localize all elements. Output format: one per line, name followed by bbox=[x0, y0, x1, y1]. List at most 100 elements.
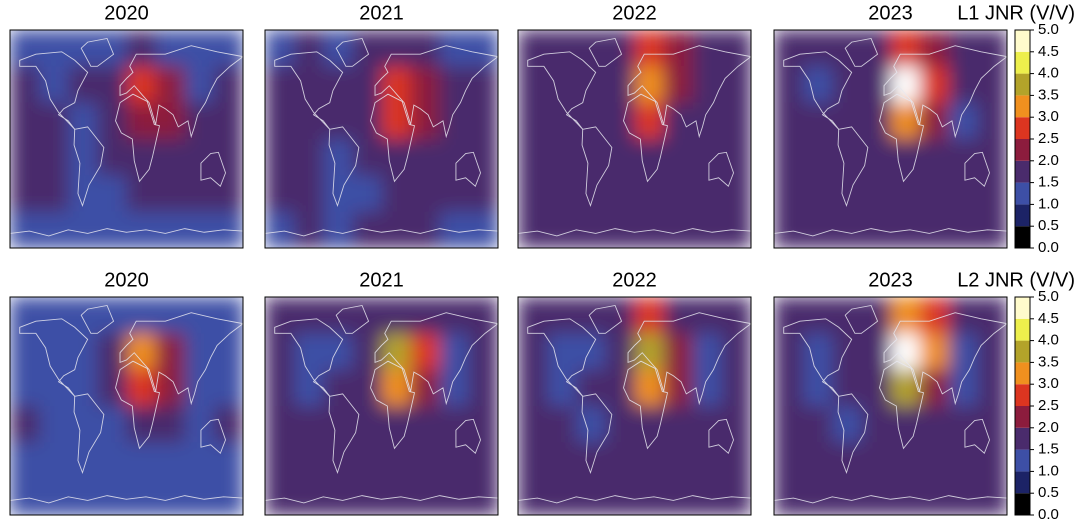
map-panel bbox=[774, 30, 1007, 248]
heat-cell bbox=[265, 478, 295, 515]
heat-cell bbox=[890, 139, 921, 176]
heat-cell bbox=[352, 175, 382, 213]
heat-cell bbox=[410, 442, 441, 480]
heat-cell bbox=[294, 406, 324, 443]
heat-cell bbox=[692, 478, 723, 515]
heat-cell bbox=[948, 139, 979, 176]
heat-cell bbox=[184, 333, 215, 371]
heat-cell bbox=[692, 211, 723, 248]
heat-cell bbox=[410, 369, 441, 407]
heat-cell bbox=[439, 139, 470, 176]
heat-cell bbox=[605, 175, 635, 213]
heat-cell bbox=[39, 333, 69, 371]
heat-cell bbox=[468, 442, 498, 480]
panel-title: 2022 bbox=[612, 2, 657, 24]
heat-cell bbox=[518, 139, 548, 176]
heat-cell bbox=[213, 442, 243, 480]
heat-cell bbox=[803, 175, 833, 213]
heat-cell bbox=[605, 66, 635, 104]
heat-cell bbox=[294, 139, 324, 176]
colorbar-tick-label: 1.0 bbox=[1038, 462, 1059, 479]
heat-cell bbox=[634, 30, 665, 67]
heat-cell bbox=[547, 297, 577, 334]
heat-cell bbox=[439, 369, 470, 407]
heat-cell bbox=[323, 478, 353, 515]
heat-cell bbox=[803, 66, 833, 104]
colorbar-tick-label: 0.5 bbox=[1038, 217, 1059, 234]
heat-cell bbox=[803, 333, 833, 371]
heat-cell bbox=[468, 102, 498, 140]
heat-cell bbox=[576, 478, 606, 515]
heat-cell bbox=[39, 297, 69, 334]
heat-cell bbox=[294, 30, 324, 67]
heat-cell bbox=[68, 442, 98, 480]
heat-cell bbox=[832, 139, 862, 176]
heat-cell bbox=[547, 175, 577, 213]
heat-cell bbox=[381, 211, 412, 248]
heat-cell bbox=[663, 333, 694, 371]
heat-cell bbox=[518, 211, 548, 248]
heat-cell bbox=[832, 297, 862, 334]
heat-cell bbox=[10, 30, 40, 67]
heat-cell bbox=[919, 442, 950, 480]
heat-cell bbox=[97, 297, 127, 334]
heat-cell bbox=[381, 139, 412, 176]
heat-cell bbox=[68, 333, 98, 371]
heat-cell bbox=[381, 478, 412, 515]
heat-cell bbox=[890, 175, 921, 213]
heat-cell bbox=[468, 66, 498, 104]
heat-cell bbox=[126, 333, 157, 371]
heatmap bbox=[10, 30, 243, 248]
colorbar-segment bbox=[1015, 73, 1030, 96]
heat-cell bbox=[410, 406, 441, 443]
heat-cell bbox=[155, 297, 186, 334]
colorbar-title: L1 JNR (V/V) bbox=[957, 2, 1075, 24]
heat-cell bbox=[774, 102, 804, 140]
colorbar-segment bbox=[1015, 318, 1030, 341]
heat-cell bbox=[692, 406, 723, 443]
heatmap bbox=[774, 297, 1007, 515]
heat-cell bbox=[774, 297, 804, 334]
heat-cell bbox=[155, 175, 186, 213]
heat-cell bbox=[518, 175, 548, 213]
colorbar-tick-label: 4.0 bbox=[1038, 65, 1059, 82]
heat-cell bbox=[663, 369, 694, 407]
colorbar-segment bbox=[1015, 30, 1030, 52]
heat-cell bbox=[294, 297, 324, 334]
heat-cell bbox=[890, 442, 921, 480]
heat-cell bbox=[381, 175, 412, 213]
heat-cell bbox=[803, 406, 833, 443]
heat-cell bbox=[634, 333, 665, 371]
panel-frame bbox=[517, 29, 752, 249]
heat-cell bbox=[294, 478, 324, 515]
panel-frame bbox=[9, 29, 244, 249]
heat-cell bbox=[977, 442, 1007, 480]
heat-cell bbox=[294, 442, 324, 480]
heat-cell bbox=[184, 442, 215, 480]
heat-cell bbox=[774, 333, 804, 371]
heat-cell bbox=[184, 66, 215, 104]
heat-cell bbox=[977, 139, 1007, 176]
heat-cell bbox=[721, 297, 751, 334]
heat-cell bbox=[213, 102, 243, 140]
heat-cell bbox=[410, 297, 441, 334]
heat-cell bbox=[184, 406, 215, 443]
heat-cell bbox=[155, 211, 186, 248]
heat-cell bbox=[948, 211, 979, 248]
heat-cell bbox=[977, 102, 1007, 140]
heat-cell bbox=[977, 406, 1007, 443]
heat-cell bbox=[155, 406, 186, 443]
heat-cell bbox=[323, 442, 353, 480]
heat-cell bbox=[861, 297, 891, 334]
heat-cell bbox=[126, 478, 157, 515]
heat-cell bbox=[919, 333, 950, 371]
heat-cell bbox=[948, 369, 979, 407]
heat-cell bbox=[634, 66, 665, 104]
panel-frame bbox=[773, 29, 1008, 249]
colorbar-segment bbox=[1015, 226, 1030, 248]
heat-cell bbox=[381, 66, 412, 104]
heat-cell bbox=[10, 442, 40, 480]
heat-cell bbox=[97, 66, 127, 104]
heat-cell bbox=[692, 175, 723, 213]
